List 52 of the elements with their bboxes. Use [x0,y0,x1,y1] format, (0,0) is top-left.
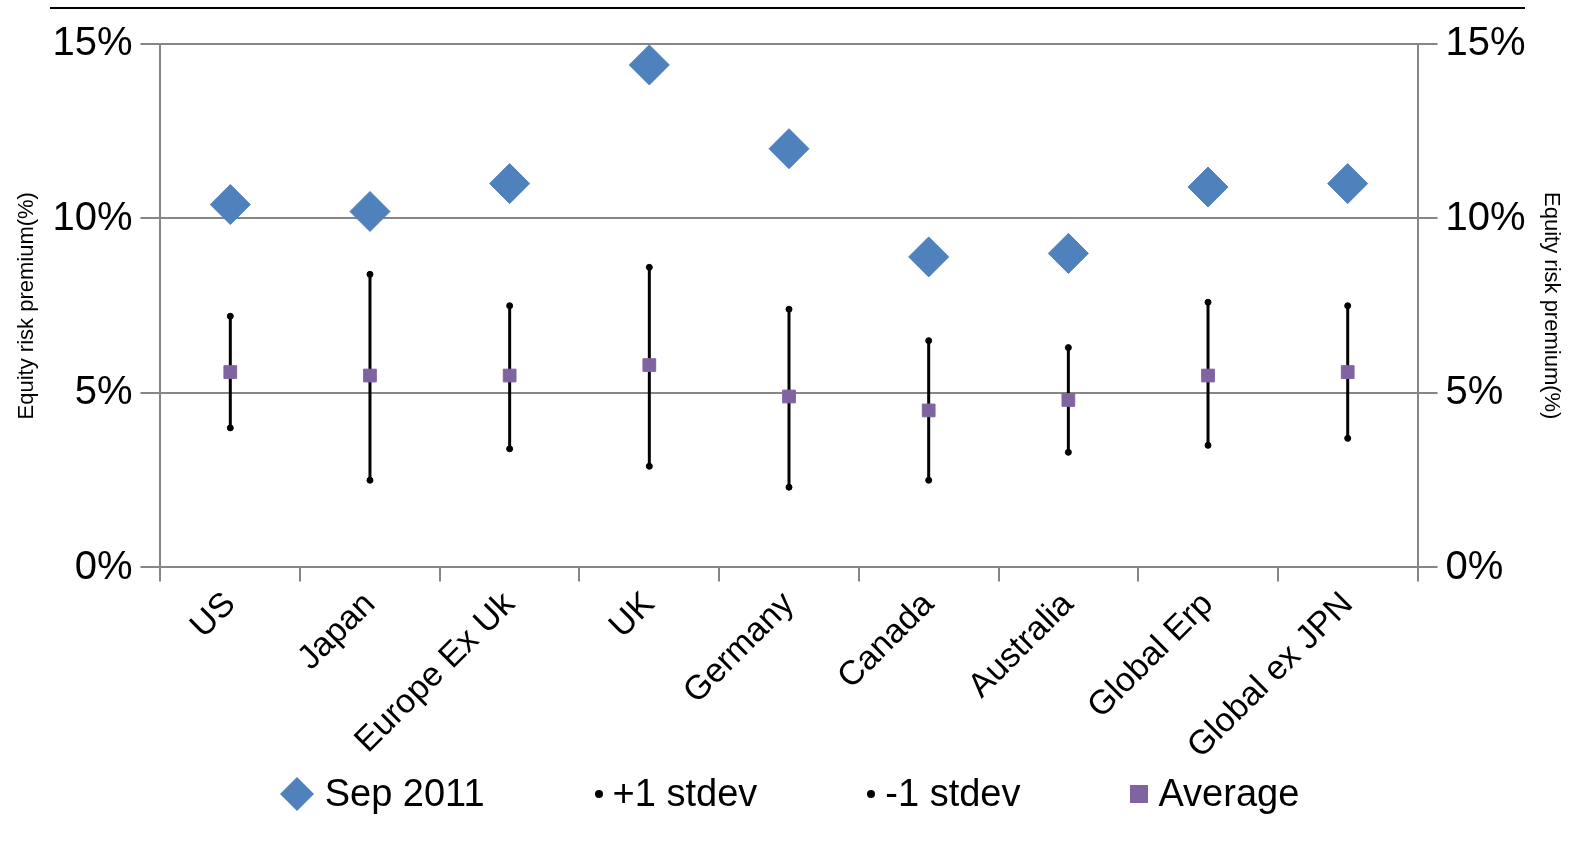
point [1327,163,1369,205]
y2-tick-label: 5% [1445,368,1504,413]
point [1201,368,1215,383]
y2-tick-label: 10% [1445,193,1526,238]
point [1047,232,1089,274]
point [925,337,933,345]
point [642,358,657,372]
point [925,476,933,484]
y-tick-label: 15% [52,19,133,64]
y-tick-label: 10% [52,193,133,238]
point [1204,298,1212,306]
y-tick-label: 0% [74,542,133,587]
point [768,128,810,170]
point [782,389,796,404]
point [1344,302,1352,310]
point [1344,434,1352,442]
y2-tick-label: 0% [1445,542,1504,587]
point [1064,448,1072,456]
point [506,302,514,310]
point [1204,441,1212,449]
legend-label: Sep 2011 [324,772,485,815]
point [645,263,653,271]
point [628,44,670,86]
x-tick-label: US [181,583,242,644]
legend-label: -1 stdev [885,772,1021,815]
point [645,462,653,470]
point [921,403,936,418]
y2-axis-title: Equity risk premium(%) [1539,192,1565,420]
point [209,184,251,226]
point [506,445,514,453]
y2-tick-label: 15% [1445,19,1526,64]
point [226,312,234,320]
point [366,476,374,484]
point [908,236,950,278]
x-tick-label: UK [600,583,662,644]
y-axis-title: Equity risk premium(%) [13,192,39,420]
legend-label: +1 stdev [612,772,758,815]
point [785,305,793,313]
point [1340,365,1355,379]
point [366,270,374,278]
point [349,191,391,233]
point [785,483,793,491]
point [363,368,377,383]
point [1064,344,1072,352]
y-tick-label: 5% [74,368,133,413]
point [1061,393,1076,407]
point [226,424,234,432]
point [489,163,531,205]
point [223,365,238,379]
point [1187,166,1229,208]
legend-label: Average [1158,772,1300,815]
point [502,368,517,383]
